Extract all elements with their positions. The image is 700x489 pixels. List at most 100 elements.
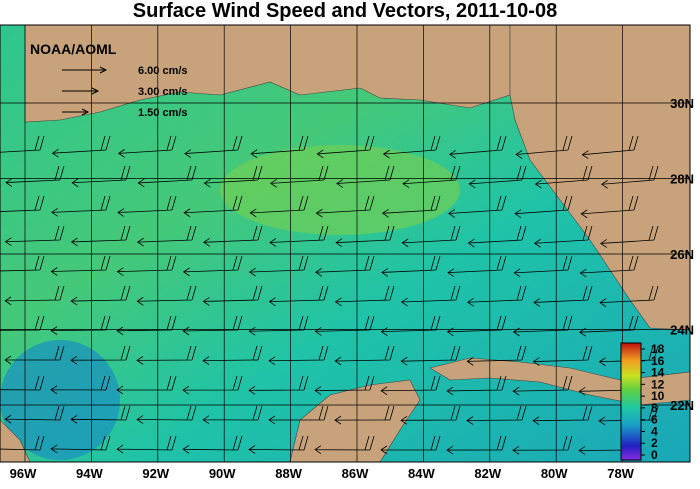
wind-vector: [50, 435, 111, 454]
lat-label: 28N: [670, 172, 694, 187]
wind-vector: [447, 255, 507, 277]
wind-vector: [380, 435, 441, 455]
wind-vector: [334, 285, 395, 307]
wind-vector: [269, 225, 329, 247]
wind-vector: [467, 285, 527, 307]
lon-label: 86W: [342, 466, 369, 481]
wind-vector: [446, 375, 507, 396]
lat-label: 26N: [670, 247, 694, 262]
wind-vector: [137, 165, 197, 188]
wind-vector: [248, 375, 309, 395]
wind-vector: [381, 255, 441, 277]
wind-vector: [335, 225, 395, 248]
wind-vector: [382, 135, 441, 159]
lon-label: 88W: [275, 466, 302, 481]
lat-label: 30N: [670, 96, 694, 111]
wind-vector: [70, 345, 131, 365]
wind-vector: [50, 315, 111, 335]
wind-vector: [136, 405, 197, 424]
wind-vector: [51, 195, 111, 217]
wind-vector: [512, 435, 573, 455]
wind-vector: [248, 435, 309, 454]
wind-vector: [116, 315, 177, 336]
wind-vector: [249, 195, 309, 218]
wind-vector: [513, 255, 573, 278]
legend-label: 3.00 cm/s: [138, 86, 188, 98]
colorbar-label: 16: [651, 354, 665, 368]
wind-vector: [248, 255, 309, 277]
wind-vector: [380, 315, 441, 336]
wind-vector: [116, 435, 177, 454]
wind-vector: [314, 435, 375, 455]
wind-vector: [248, 315, 309, 336]
wind-vector: [401, 225, 461, 248]
wind-vector: [467, 225, 527, 248]
wind-vector: [117, 195, 177, 217]
wind-vector: [601, 165, 659, 189]
map-frame: [0, 24, 691, 463]
wind-vector: [334, 405, 395, 425]
wind-vector: [268, 285, 329, 306]
wind-vector: [136, 285, 197, 306]
wind-vector: [316, 135, 375, 159]
wind-vector: [203, 225, 263, 247]
wind-vector: [202, 285, 263, 306]
wind-vector: [534, 165, 593, 189]
wind-vector: [578, 375, 639, 396]
wind-vector: [51, 135, 111, 158]
wind-vector: [314, 315, 375, 336]
colorbar-label: 4: [651, 424, 658, 438]
wind-vector: [532, 405, 593, 426]
wind-vector: [532, 345, 593, 366]
wind-vector: [515, 135, 573, 159]
wind-vector: [203, 165, 263, 188]
wind-vector: [512, 315, 573, 337]
lon-label: 78W: [607, 466, 634, 481]
wind-vector: [4, 345, 65, 365]
wind-vector: [4, 285, 65, 306]
wind-vector: [449, 135, 507, 159]
wind-vector: [50, 375, 111, 395]
title: Surface Wind Speed and Vectors, 2011-10-…: [133, 0, 557, 22]
agency: NOAA/AOML: [30, 41, 117, 57]
wind-vector: [70, 285, 131, 306]
wind-vector: [514, 195, 573, 219]
colorbar-label: 8: [651, 401, 658, 415]
colorbar: [620, 342, 642, 461]
lon-label: 90W: [209, 466, 236, 481]
wind-vector: [381, 195, 441, 218]
wind-vector: [117, 135, 177, 158]
wind-vector: [402, 165, 461, 189]
legend-arrow: [62, 66, 108, 74]
wind-vector: [446, 315, 507, 337]
wind-vector: [70, 405, 131, 424]
wind-vector: [579, 255, 639, 278]
wind-vector: [268, 345, 329, 366]
legend-label: 1.50 cm/s: [138, 107, 188, 119]
wind-vector: [0, 375, 45, 391]
wind-vector: [400, 285, 461, 307]
wind-vector: [116, 375, 177, 395]
wind-vector: [446, 435, 507, 455]
lon-label: 94W: [76, 466, 103, 481]
wind-vector: [580, 195, 639, 219]
wind-vector: [250, 135, 309, 159]
legend-arrow: [62, 108, 90, 116]
legend-label: 6.00 cm/s: [138, 65, 188, 77]
wind-vector: [0, 135, 45, 153]
wind-vector: [183, 195, 243, 218]
wind-vector: [70, 225, 131, 247]
wind-vector: [512, 375, 573, 396]
wind-vector: [202, 405, 263, 425]
wind-vector: [182, 255, 243, 277]
wind-vector: [533, 225, 593, 248]
wind-vector: [269, 165, 329, 188]
wind-vector: [314, 375, 375, 395]
wind-high: [220, 145, 460, 235]
wind-vector: [533, 285, 593, 307]
wind-vector: [50, 255, 111, 276]
lat-label: 24N: [670, 323, 694, 338]
wind-vector: [400, 345, 461, 366]
